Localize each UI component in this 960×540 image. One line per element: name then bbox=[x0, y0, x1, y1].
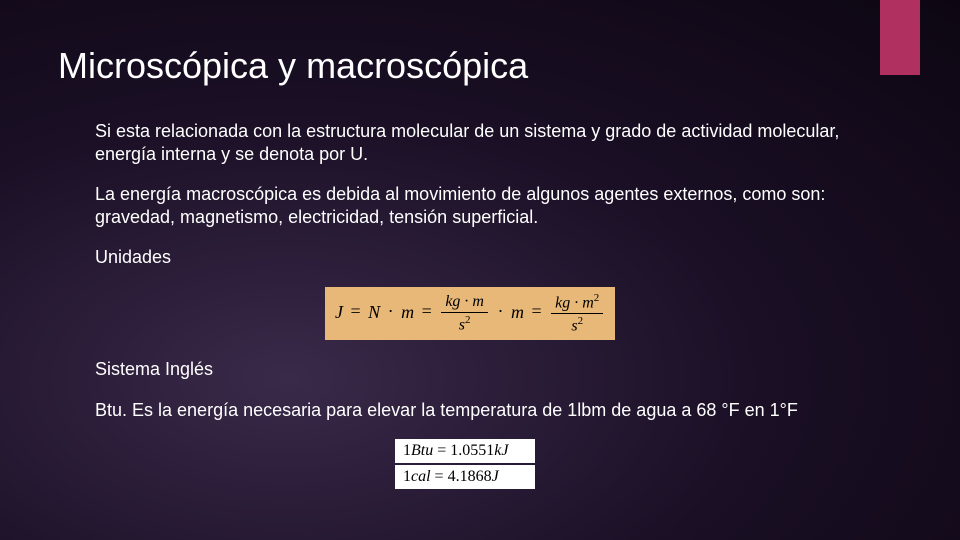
formula-joule-box: J = N · m = kg · m s2 · m = kg · m2 s2 bbox=[325, 287, 615, 341]
conv-btu-rhs: 1.0551kJ bbox=[450, 442, 508, 459]
equals-icon: = bbox=[531, 301, 541, 321]
formula-joule: J = N · m = kg · m s2 · m = kg · m2 s2 bbox=[325, 287, 865, 341]
equals-icon: = bbox=[351, 301, 361, 321]
conv-btu-lhs: 1Btu bbox=[403, 442, 433, 459]
formula-frac1: kg · m s2 bbox=[441, 294, 488, 333]
formula-j: J bbox=[335, 301, 343, 321]
formula-m1: m bbox=[401, 301, 414, 321]
equals-icon: = bbox=[437, 442, 450, 459]
formula-m2: m bbox=[511, 301, 524, 321]
equals-icon: = bbox=[422, 301, 432, 321]
content-area: Si esta relacionada con la estructura mo… bbox=[95, 120, 865, 491]
formula-conversions: 1Btu = 1.0551kJ 1cal = 4.1868J bbox=[395, 439, 865, 489]
page-title: Microscópica y macroscópica bbox=[58, 45, 528, 87]
paragraph-units-label: Unidades bbox=[95, 246, 865, 269]
formula-frac2-den: s2 bbox=[551, 314, 603, 334]
formula-frac1-den: s2 bbox=[441, 313, 488, 333]
paragraph-btu-def: Btu. Es la energía necesaria para elevar… bbox=[95, 399, 865, 422]
formula-frac2: kg · m2 s2 bbox=[551, 293, 603, 335]
formula-n: N bbox=[368, 301, 380, 321]
paragraph-1: Si esta relacionada con la estructura mo… bbox=[95, 120, 865, 165]
conv-cal-lhs: 1cal bbox=[403, 468, 431, 485]
dot-icon: · bbox=[388, 301, 394, 321]
formula-frac1-num: kg · m bbox=[441, 294, 488, 313]
paragraph-english-system: Sistema Inglés bbox=[95, 358, 865, 381]
conversion-cal: 1cal = 4.1868J bbox=[395, 465, 535, 489]
accent-bar bbox=[880, 0, 920, 75]
conversion-btu: 1Btu = 1.0551kJ bbox=[395, 439, 535, 463]
formula-frac2-num: kg · m2 bbox=[551, 293, 603, 314]
paragraph-2: La energía macroscópica es debida al mov… bbox=[95, 183, 865, 228]
conv-cal-rhs: 4.1868J bbox=[448, 468, 499, 485]
dot-icon: · bbox=[497, 301, 503, 321]
equals-icon: = bbox=[435, 468, 448, 485]
